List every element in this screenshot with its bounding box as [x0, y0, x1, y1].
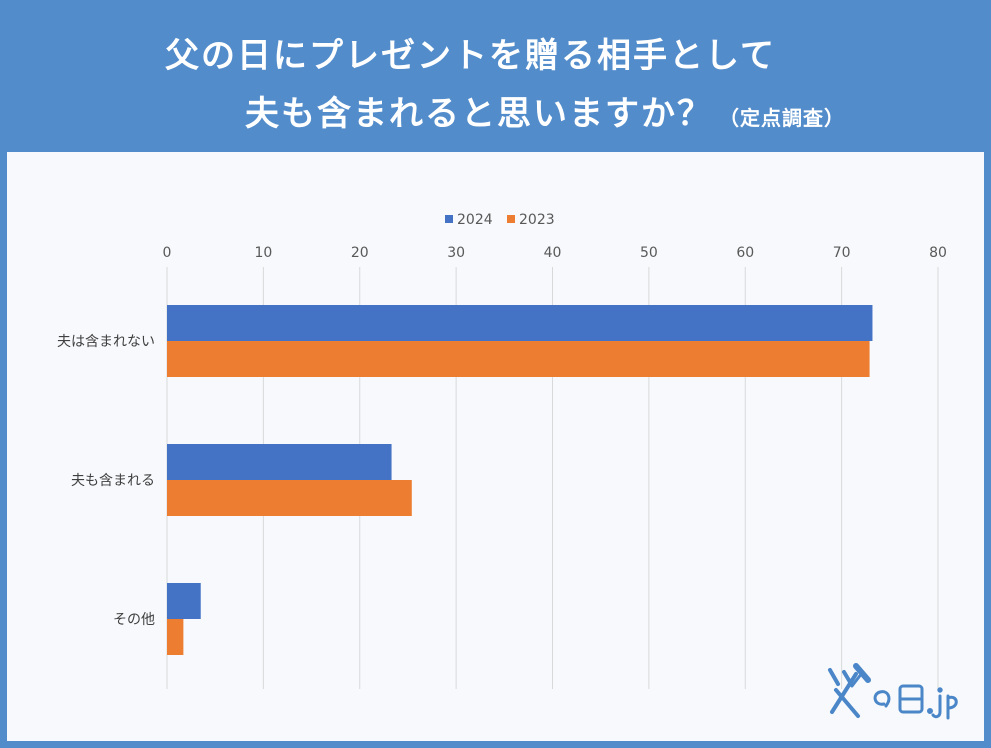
- x-tick-label: 30: [447, 245, 465, 261]
- legend-swatch: [507, 215, 515, 223]
- x-tick-label: 70: [833, 245, 851, 261]
- legend-label: 2023: [519, 212, 555, 228]
- header-banner: 父の日にプレゼントを贈る相手として 夫も含まれると思いますか？ （定点調査）: [0, 0, 991, 150]
- bar-2024[interactable]: [167, 305, 873, 341]
- chart-panel: 0 10 20 30 40 50 60 70 80 2024 2023 夫は含まれない夫も含まれるその…: [7, 152, 984, 741]
- hammer-logo-icon: [828, 663, 958, 720]
- x-tick-label: 50: [640, 245, 658, 261]
- page-title-line1: 父の日にプレゼントを贈る相手として: [165, 36, 776, 76]
- bar-2023[interactable]: [167, 341, 870, 377]
- survey-note: （定点調査）: [719, 106, 845, 130]
- site-logo[interactable]: [822, 660, 967, 726]
- x-tick-label: 60: [736, 245, 754, 261]
- legend-swatch: [445, 215, 453, 223]
- x-tick-label: 0: [163, 245, 172, 261]
- x-tick-label: 20: [351, 245, 369, 261]
- bar-2023[interactable]: [167, 480, 412, 516]
- bar-chart: 0 10 20 30 40 50 60 70 80 2024 2023 夫は含まれない夫も含まれるその…: [57, 212, 947, 689]
- legend-label: 2024: [457, 212, 493, 228]
- category-label: 夫も含まれる: [71, 473, 155, 489]
- bar-2024[interactable]: [167, 583, 201, 619]
- bar-2024[interactable]: [167, 444, 392, 480]
- x-tick-label: 40: [544, 245, 562, 261]
- category-label: 夫は含まれない: [57, 334, 155, 350]
- category-label: その他: [113, 612, 155, 628]
- bar-2023[interactable]: [167, 619, 184, 655]
- page-title-line2: 夫も含まれると思いますか？ （定点調査）: [245, 86, 845, 135]
- x-tick-label: 10: [254, 245, 272, 261]
- page-title-line2-text: 夫も含まれると思いますか？: [245, 94, 713, 134]
- x-tick-label: 80: [929, 245, 947, 261]
